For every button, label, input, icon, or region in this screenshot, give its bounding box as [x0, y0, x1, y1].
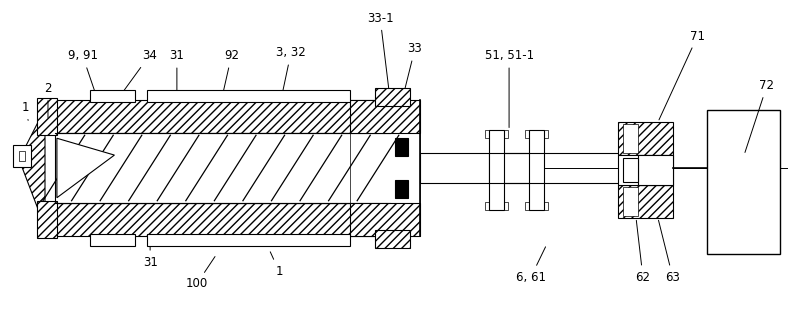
Text: 72: 72 — [745, 79, 774, 153]
Bar — [37, 98, 57, 135]
Text: 63: 63 — [658, 220, 680, 284]
Bar — [707, 111, 780, 254]
Text: 33-1: 33-1 — [367, 12, 394, 97]
Polygon shape — [22, 109, 45, 227]
Bar — [395, 138, 408, 156]
Text: 33: 33 — [401, 42, 422, 106]
Text: 62: 62 — [635, 220, 650, 284]
Text: 3, 32: 3, 32 — [276, 46, 306, 97]
Bar — [14, 145, 31, 167]
Bar — [375, 88, 410, 106]
Bar — [544, 130, 548, 138]
Bar — [544, 202, 548, 210]
Bar — [37, 201, 57, 238]
Bar — [623, 124, 638, 153]
Bar — [504, 130, 508, 138]
Text: 6, 61: 6, 61 — [516, 247, 546, 284]
Bar — [90, 234, 135, 246]
Bar — [147, 234, 350, 246]
Bar — [529, 130, 544, 210]
Text: 31: 31 — [142, 239, 158, 269]
Bar — [350, 203, 420, 236]
Bar — [55, 100, 390, 133]
Bar — [19, 151, 25, 161]
Bar — [375, 230, 410, 248]
Bar — [350, 133, 420, 203]
Bar — [350, 100, 420, 133]
Text: 2: 2 — [44, 82, 52, 118]
Bar — [525, 202, 529, 210]
Text: 92: 92 — [222, 49, 239, 97]
Text: 100: 100 — [186, 257, 215, 291]
Bar — [618, 155, 673, 185]
Bar — [55, 203, 390, 236]
Bar — [623, 158, 638, 182]
Bar — [525, 130, 529, 138]
Bar — [504, 202, 508, 210]
Bar — [618, 122, 673, 155]
Text: 9, 91: 9, 91 — [68, 49, 98, 97]
Text: 51, 51-1: 51, 51-1 — [485, 49, 534, 127]
Bar — [638, 155, 673, 185]
Text: 34: 34 — [119, 49, 157, 97]
Bar — [486, 130, 490, 138]
Bar — [490, 130, 504, 210]
Bar — [486, 202, 490, 210]
Text: 31: 31 — [170, 49, 184, 97]
Polygon shape — [57, 138, 114, 198]
Text: 1: 1 — [270, 252, 282, 278]
Bar — [90, 90, 135, 102]
Text: 1: 1 — [22, 101, 29, 120]
Bar — [618, 185, 673, 217]
Text: 71: 71 — [659, 29, 705, 120]
Bar — [623, 187, 638, 215]
Bar — [420, 153, 490, 183]
Bar — [147, 90, 350, 102]
Bar — [395, 180, 408, 198]
Bar — [55, 133, 390, 203]
